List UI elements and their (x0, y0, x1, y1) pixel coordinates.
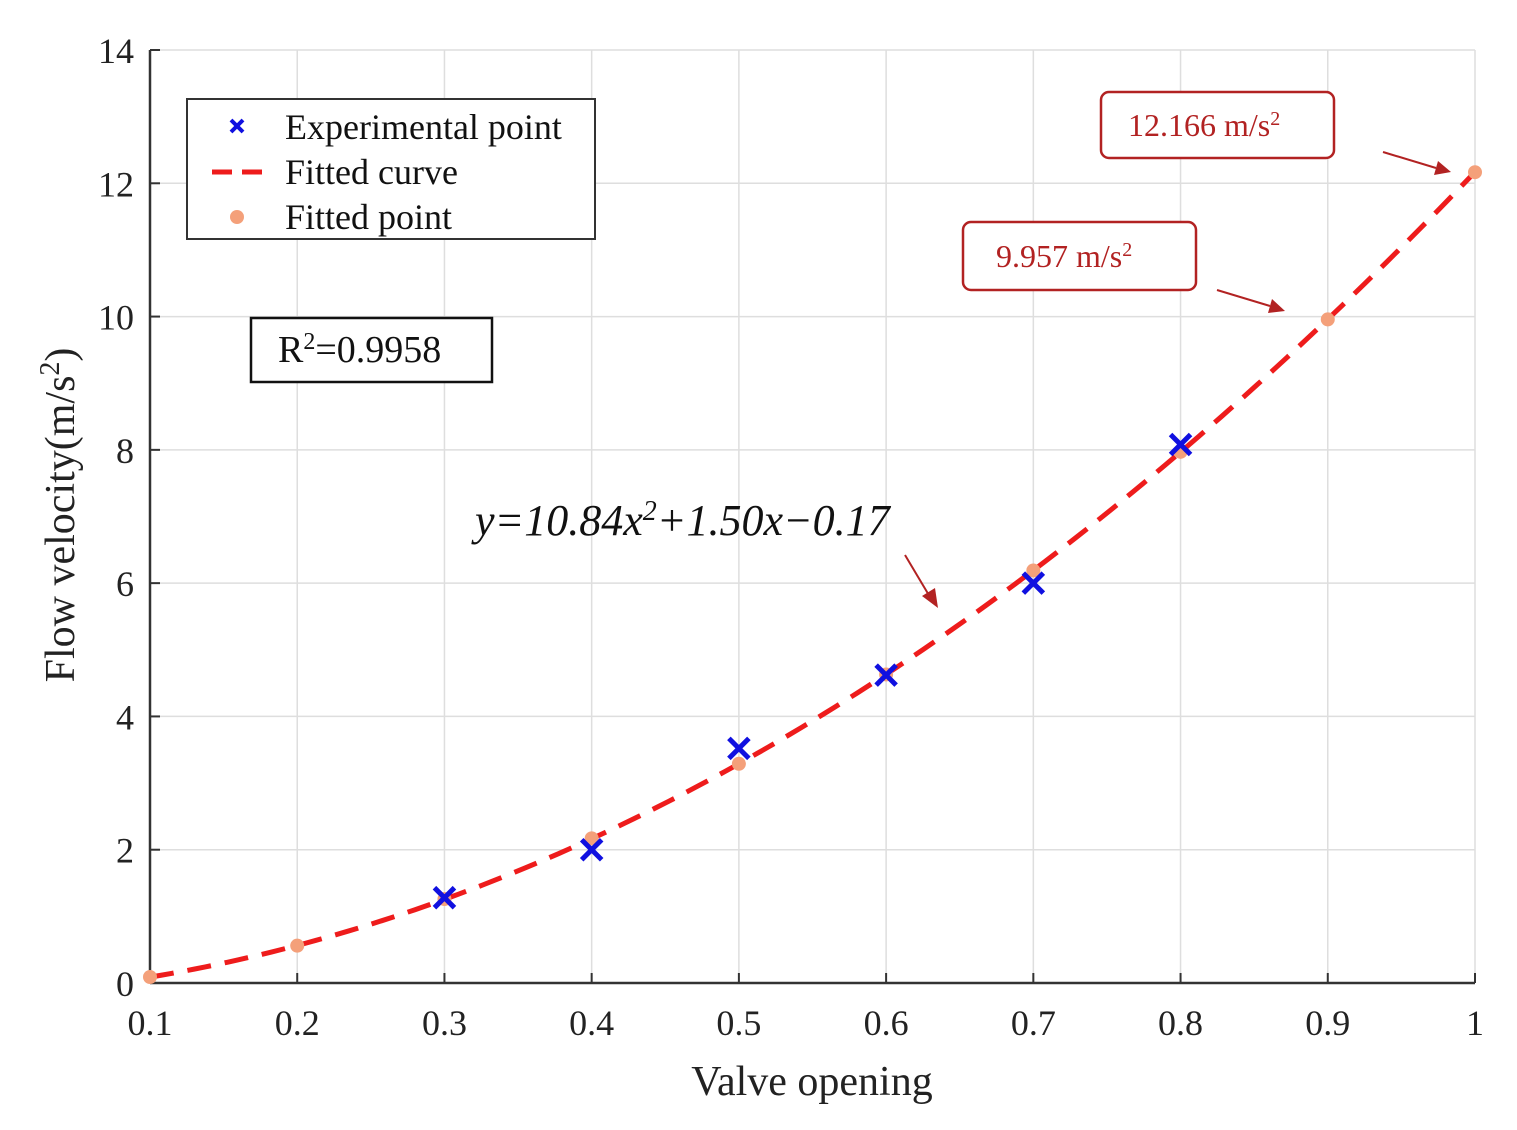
fit-equation: y=10.84x2+1.50x−0.17 (471, 496, 892, 546)
y-tick-label: 0 (116, 964, 134, 1004)
callout-max-sup: 2 (1270, 108, 1280, 130)
equation-arrow (904, 554, 938, 608)
y-tick-label: 4 (116, 697, 134, 737)
callout-09-value: 9.957 m/s2 (961, 220, 1285, 313)
legend: Experimental point Fitted curve Fitted p… (186, 98, 596, 240)
x-tick-label: 0.8 (1158, 1003, 1203, 1043)
fit-equation-suffix: +1.50x−0.17 (657, 496, 892, 545)
r-squared-box: R2=0.9958 (249, 316, 494, 384)
axes (148, 50, 1475, 985)
experimental-point-stroke (579, 837, 604, 862)
x-tick-label: 0.3 (422, 1003, 467, 1043)
y-axis-label-main: Flow velocity(m/s (38, 376, 84, 683)
r-squared-sup: 2 (303, 329, 315, 355)
experimental-point-stroke (1021, 571, 1046, 595)
fit-equation-sup: 2 (643, 496, 657, 527)
fitted-point (584, 831, 599, 846)
x-tick-label: 0.9 (1305, 1003, 1350, 1043)
experimental-point (432, 885, 457, 910)
legend-marker-experimental (229, 118, 245, 134)
experimental-points (432, 432, 1193, 910)
experimental-point (1168, 432, 1193, 457)
legend-label-experimental: Experimental point (285, 107, 562, 147)
y-tick-label: 2 (116, 831, 134, 871)
experimental-point (874, 663, 898, 687)
experimental-point (727, 736, 751, 761)
x-tick-label: 0.7 (1011, 1003, 1056, 1043)
y-ticks: 0 2 4 6 8 10 12 14 (98, 31, 160, 1004)
x-tick-label: 0.5 (716, 1003, 761, 1043)
legend-marker-fitted-point (230, 210, 244, 224)
callout-09-sup: 2 (1122, 239, 1132, 261)
legend-label-fitted-point: Fitted point (285, 197, 452, 237)
experimental-point-stroke (727, 736, 751, 761)
y-tick-label: 12 (98, 164, 134, 204)
r-squared-value: =0.9958 (315, 329, 441, 371)
fitted-point (731, 756, 746, 771)
r-squared-frame (249, 316, 494, 384)
x-tick-label: 0.1 (128, 1003, 173, 1043)
fitted-curve-line (149, 170, 1477, 980)
r-squared-text: R2=0.9958 (278, 329, 441, 371)
fit-equation-prefix: y=10.84x (471, 496, 643, 545)
legend-box (186, 98, 596, 240)
callout-09-number: 9.957 m/s (996, 238, 1122, 274)
y-tick-label: 10 (98, 298, 134, 338)
x-tick-label: 0.2 (275, 1003, 320, 1043)
y-axis-label-sup: 2 (35, 362, 66, 376)
fitted-point (1026, 563, 1041, 578)
y-tick-label: 14 (98, 31, 134, 71)
x-tick-label: 0.6 (864, 1003, 909, 1043)
fitted-points (143, 165, 1482, 985)
fitted-point (1320, 312, 1335, 327)
callout-max-text: 12.166 m/s2 (1128, 107, 1280, 143)
callout-max-value: 12.166 m/s2 (1099, 90, 1451, 175)
y-tick-label: 8 (116, 431, 134, 471)
callout-09-frame (961, 220, 1198, 292)
x-ticks: 0.1 0.2 0.3 0.4 0.5 0.6 0.7 0.8 0.9 1 (128, 973, 1484, 1043)
experimental-point-stroke (1168, 432, 1193, 457)
experimental-point (1021, 571, 1046, 595)
x-tick-label: 0.4 (569, 1003, 614, 1043)
fitted-point (143, 970, 157, 985)
experimental-point (579, 837, 604, 862)
x-tick-label: 1 (1466, 1003, 1484, 1043)
r-squared-prefix: R (278, 329, 304, 371)
callout-max-frame (1099, 90, 1336, 160)
y-axis-label: Flow velocity(m/s2) (35, 348, 85, 683)
x-axis-label: Valve opening (691, 1059, 932, 1105)
experimental-point-stroke (874, 663, 898, 687)
fitted-point (290, 938, 305, 953)
experimental-point-stroke (432, 885, 457, 910)
fitted-point (1468, 165, 1482, 180)
legend-label-fitted-curve: Fitted curve (285, 152, 458, 192)
callout-max-number: 12.166 m/s (1128, 107, 1270, 143)
y-axis-label-close: ) (38, 348, 84, 362)
y-tick-label: 6 (116, 564, 134, 604)
callout-09-text: 9.957 m/s2 (996, 238, 1132, 274)
